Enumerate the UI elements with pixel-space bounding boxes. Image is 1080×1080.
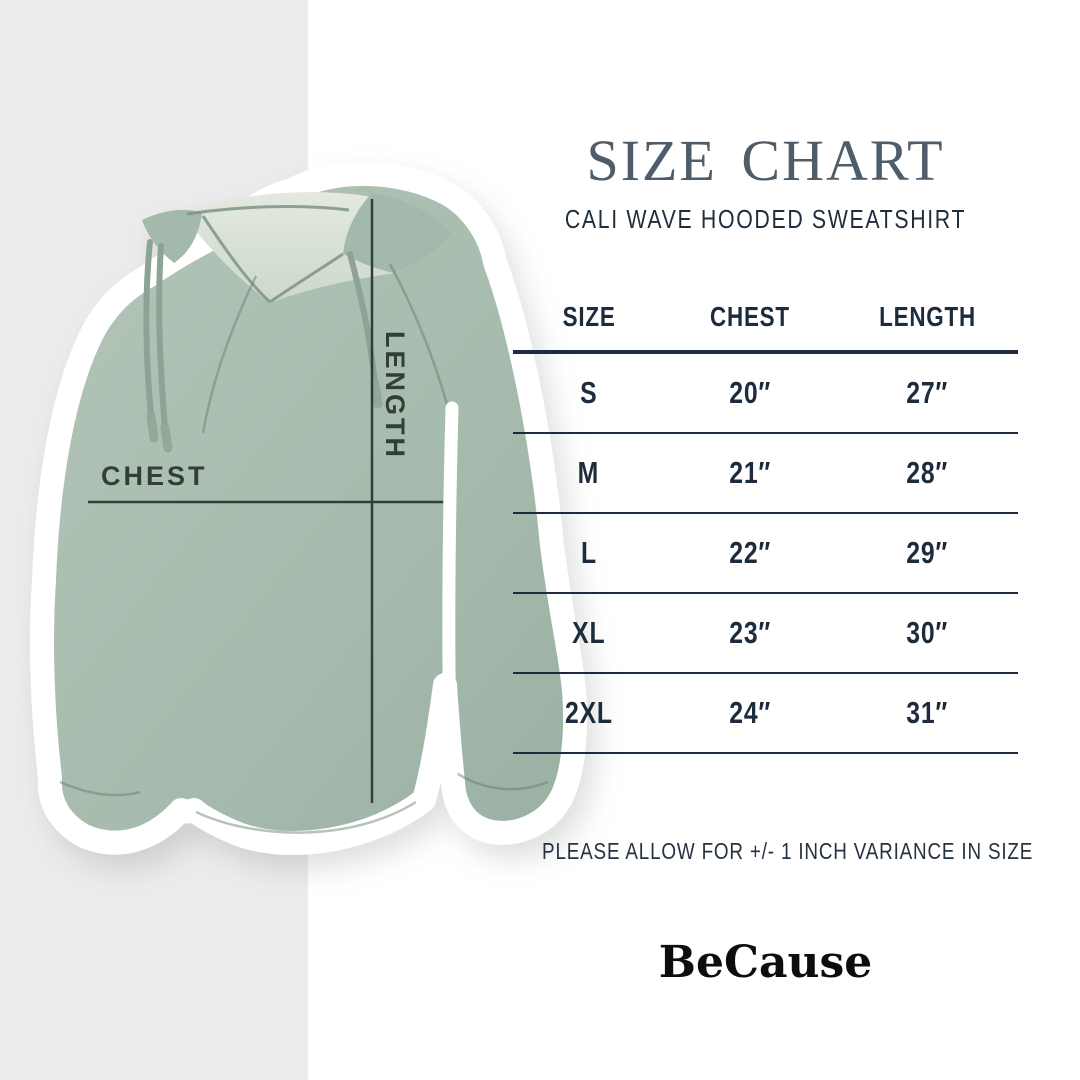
table-row: XL 23″ 30″	[513, 594, 1018, 674]
chest-value: 24″	[729, 695, 772, 730]
table-header-row: SIZE CHEST LENGTH	[513, 283, 1018, 354]
column-header-chest: CHEST	[710, 300, 791, 332]
sleeve-body-gap	[442, 401, 459, 782]
size-value: 2XL	[564, 695, 613, 730]
chest-value: 21″	[729, 455, 772, 490]
length-value: 30″	[906, 615, 949, 650]
size-table: SIZE CHEST LENGTH S 20″ 27″ M 21″ 28″ L …	[513, 283, 1018, 754]
hood-flap-right	[343, 193, 452, 273]
column-header-length: LENGTH	[878, 300, 976, 332]
length-value: 28″	[906, 455, 949, 490]
table-row: L 22″ 29″	[513, 514, 1018, 594]
column-header-size: SIZE	[562, 300, 616, 332]
product-subtitle: CALI WAVE HOODED SWEATSHIRT	[564, 204, 967, 234]
size-chart-panel: SIZE CHART CALI WAVE HOODED SWEATSHIRT S…	[513, 0, 1034, 1080]
length-value: 27″	[906, 375, 949, 410]
left-background-panel	[0, 0, 308, 1080]
chest-measure-label: CHEST	[101, 461, 208, 491]
size-value: S	[580, 375, 598, 410]
variance-note: PLEASE ALLOW FOR +/- 1 INCH VARIANCE IN …	[542, 838, 1034, 864]
size-value: XL	[572, 615, 606, 650]
length-value: 29″	[906, 535, 949, 570]
size-value: L	[580, 535, 597, 570]
page-title: SIZE CHART	[586, 128, 945, 193]
table-row: 2XL 24″ 31″	[513, 674, 1018, 754]
brand-logo: BeCause	[658, 937, 873, 988]
table-row: S 20″ 27″	[513, 354, 1018, 434]
chest-value: 23″	[729, 615, 772, 650]
chest-value: 22″	[729, 535, 772, 570]
length-measure-label: LENGTH	[380, 331, 410, 460]
length-value: 31″	[906, 695, 949, 730]
table-row: M 21″ 28″	[513, 434, 1018, 514]
size-value: M	[578, 455, 600, 490]
chest-value: 20″	[729, 375, 772, 410]
